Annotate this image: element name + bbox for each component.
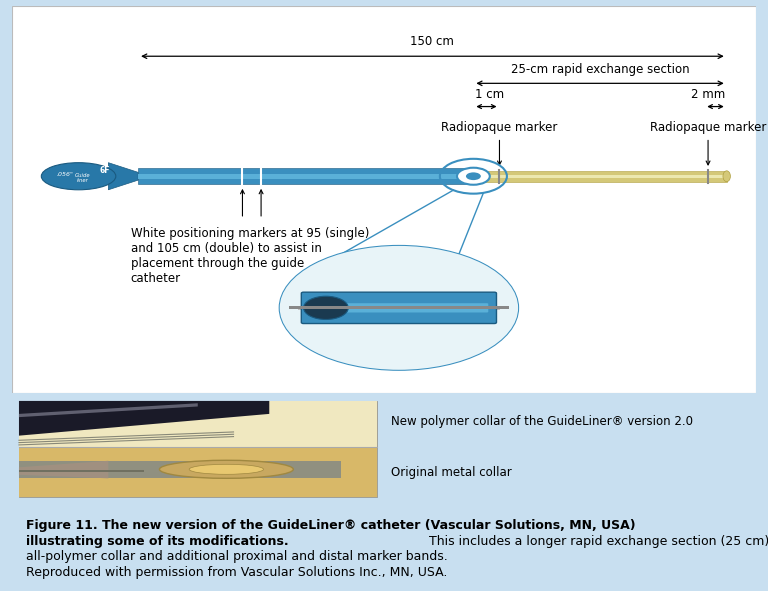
Text: Original metal collar: Original metal collar xyxy=(392,466,512,479)
FancyBboxPatch shape xyxy=(310,303,488,313)
FancyBboxPatch shape xyxy=(297,306,500,310)
Text: illustrating some of its modifications.: illustrating some of its modifications. xyxy=(26,535,289,548)
Circle shape xyxy=(160,460,293,478)
FancyBboxPatch shape xyxy=(19,461,341,478)
Circle shape xyxy=(280,246,518,370)
Text: Reproduced with permission from Vascular Solutions Inc., MN, USA.: Reproduced with permission from Vascular… xyxy=(26,566,448,579)
Polygon shape xyxy=(19,401,270,436)
Polygon shape xyxy=(108,163,138,190)
Text: Radiopaque marker: Radiopaque marker xyxy=(442,121,558,134)
FancyBboxPatch shape xyxy=(289,306,509,310)
FancyBboxPatch shape xyxy=(19,447,376,498)
Text: 6F: 6F xyxy=(99,166,110,175)
Circle shape xyxy=(189,465,263,475)
FancyBboxPatch shape xyxy=(19,401,376,447)
Text: all-polymer collar and additional proximal and distal marker bands.: all-polymer collar and additional proxim… xyxy=(26,550,449,563)
FancyBboxPatch shape xyxy=(473,171,727,181)
Text: Figure 11. The new version of the GuideLiner® catheter (Vascular Solutions, MN, : Figure 11. The new version of the GuideL… xyxy=(26,519,636,532)
FancyBboxPatch shape xyxy=(138,168,473,184)
Ellipse shape xyxy=(723,171,730,181)
Text: This includes a longer rapid exchange section (25 cm), an: This includes a longer rapid exchange se… xyxy=(425,535,768,548)
Circle shape xyxy=(457,168,490,185)
Circle shape xyxy=(303,296,348,320)
Polygon shape xyxy=(19,403,198,417)
Text: Guide
liner: Guide liner xyxy=(74,173,90,183)
Polygon shape xyxy=(19,461,108,478)
FancyBboxPatch shape xyxy=(138,174,473,178)
FancyBboxPatch shape xyxy=(12,6,756,393)
Text: Radiopaque marker: Radiopaque marker xyxy=(650,121,766,134)
Text: 150 cm: 150 cm xyxy=(410,35,455,48)
Ellipse shape xyxy=(41,163,116,190)
Text: 1 cm: 1 cm xyxy=(475,87,504,100)
Text: White positioning markers at 95 (single)
and 105 cm (double) to assist in
placem: White positioning markers at 95 (single)… xyxy=(131,226,369,284)
Text: 2 mm: 2 mm xyxy=(691,87,725,100)
Circle shape xyxy=(280,246,518,370)
Text: 25-cm rapid exchange section: 25-cm rapid exchange section xyxy=(511,63,690,76)
Text: .056": .056" xyxy=(57,172,74,177)
Circle shape xyxy=(466,173,481,180)
FancyBboxPatch shape xyxy=(301,292,496,323)
FancyBboxPatch shape xyxy=(473,175,727,177)
Text: New polymer collar of the GuideLiner® version 2.0: New polymer collar of the GuideLiner® ve… xyxy=(392,415,694,428)
FancyBboxPatch shape xyxy=(19,401,376,498)
FancyBboxPatch shape xyxy=(19,470,144,472)
